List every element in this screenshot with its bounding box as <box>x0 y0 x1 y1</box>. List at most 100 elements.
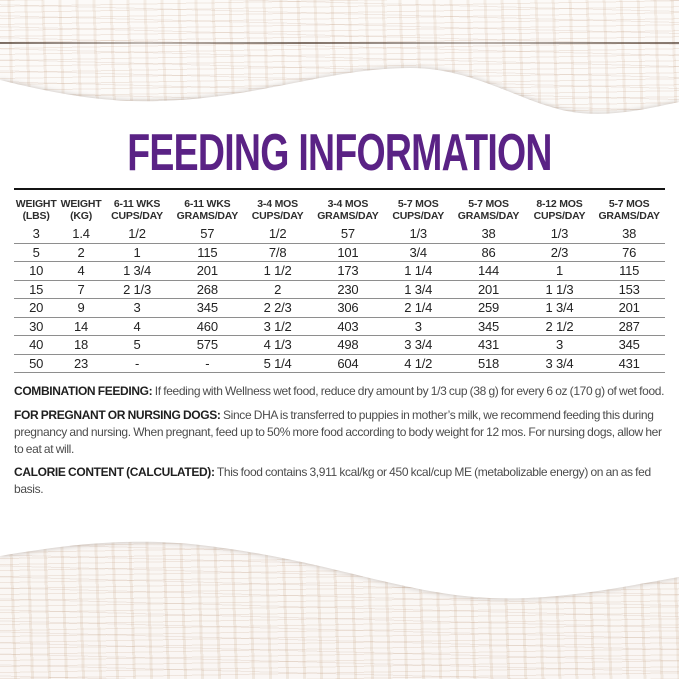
table-cell: 23 <box>74 355 89 371</box>
table-row: 20 9 3 345 2 2/3 306 2 1/4 259 1 3/4 201 <box>14 299 665 318</box>
table-cell: 2 <box>274 281 282 297</box>
table-cell: 201 <box>618 300 640 316</box>
table-cell: 5 <box>32 244 40 260</box>
table-cell: 57 <box>340 226 355 242</box>
note-calorie-content-text: This food contains 3,911 kcal/kg or 450 … <box>14 465 651 497</box>
table-cell: 2 1/2 <box>545 318 574 334</box>
note-combination-feeding-label: COMBINATION FEEDING: <box>14 384 153 399</box>
table-cell: 3 <box>32 226 40 242</box>
table-cell: 115 <box>197 244 218 260</box>
table-cell: 1.4 <box>72 226 90 242</box>
table-cell: 2 1/3 <box>123 281 151 297</box>
table-cell: 4 1/3 <box>263 337 292 353</box>
table-cell: 153 <box>618 281 640 297</box>
table-cell: 144 <box>477 263 500 279</box>
note-pregnant-nursing-label: FOR PREGNANT OR NURSING DOGS: <box>14 407 221 422</box>
table-cell: 4 <box>77 263 85 279</box>
table-cell: 431 <box>618 355 640 371</box>
table-cell: 10 <box>29 263 44 279</box>
note-combination-feeding-text: If feeding with Wellness wet food, reduc… <box>154 384 665 399</box>
column-header: 6-11 WKS GRAMS/DAY <box>176 197 239 223</box>
table-cell: 1/2 <box>128 226 146 242</box>
column-header: WEIGHT (KG) <box>60 197 102 223</box>
table-cell: 345 <box>477 318 500 334</box>
note-combination-feeding: COMBINATION FEEDING: If feeding with Wel… <box>14 383 665 400</box>
table-row: 3 1.4 1/2 57 1/2 57 1/3 38 1/3 38 <box>14 225 665 244</box>
table-cell: 3 <box>414 318 422 334</box>
table-body: 3 1.4 1/2 57 1/2 57 1/3 38 1/3 38 5 2 1 115 7/8 101 3/4 8… <box>14 225 665 373</box>
table-cell: 306 <box>337 300 359 316</box>
table-cell: 115 <box>619 263 640 279</box>
table-cell: 1 <box>133 244 141 260</box>
table-cell: 518 <box>477 355 500 371</box>
table-cell: 1 3/4 <box>545 300 574 316</box>
wood-plank-seam <box>0 42 679 44</box>
table-cell: 7/8 <box>268 244 287 260</box>
note-pregnant-nursing: FOR PREGNANT OR NURSING DOGS: Since DHA … <box>14 407 665 457</box>
table-cell: 50 <box>29 355 44 371</box>
table-row: 5 2 1 115 7/8 101 3/4 86 2/3 76 <box>14 243 665 262</box>
title-divider <box>14 187 665 190</box>
table-cell: 1/3 <box>550 226 569 242</box>
table-cell: 5 1/4 <box>263 355 292 371</box>
table-cell: 9 <box>77 300 85 316</box>
table-cell: 201 <box>196 263 218 279</box>
table-row: 50 23 - - 5 1/4 604 4 1/2 518 3 3/4 431 <box>14 354 665 373</box>
table-cell: 2 1/4 <box>404 300 433 316</box>
table-cell: 2/3 <box>550 244 569 260</box>
page-title: FEEDING INFORMATION <box>127 124 552 182</box>
table-cell: 345 <box>196 300 218 316</box>
table-cell: 1 1/2 <box>263 263 292 279</box>
table-cell: 1/2 <box>268 226 287 242</box>
table-cell: 1 1/4 <box>404 263 433 279</box>
table-cell: 2 <box>77 244 85 260</box>
column-header: 5-7 MOS GRAMS/DAY <box>457 197 520 223</box>
note-pregnant-nursing-text: Since DHA is transferred to puppies in m… <box>14 407 662 456</box>
column-header: 3-4 MOS CUPS/DAY <box>251 197 304 223</box>
table-cell: 86 <box>481 244 496 260</box>
table-cell: - <box>205 355 210 371</box>
column-header: WEIGHT (LBS) <box>15 197 57 223</box>
table-cell: 5 <box>133 337 141 353</box>
table-cell: 230 <box>337 281 359 297</box>
table-cell: - <box>134 355 140 371</box>
table-cell: 403 <box>337 318 359 334</box>
column-header: 5-7 MOS GRAMS/DAY <box>598 197 660 223</box>
table-cell: 575 <box>196 337 218 353</box>
table-row: 15 7 2 1/3 268 2 230 1 3/4 201 1 1/3 153 <box>14 280 665 299</box>
table-cell: 3 3/4 <box>545 355 574 371</box>
table-cell: 604 <box>337 355 359 371</box>
table-cell: 1/3 <box>409 226 427 242</box>
table-cell: 3 <box>133 300 141 316</box>
table-cell: 4 1/2 <box>404 355 433 371</box>
table-cell: 268 <box>196 281 218 297</box>
table-cell: 173 <box>337 263 359 279</box>
table-cell: 345 <box>618 337 640 353</box>
table-cell: 1 3/4 <box>404 281 433 297</box>
table-cell: 40 <box>29 337 44 353</box>
table-cell: 14 <box>74 318 89 334</box>
table-cell: 201 <box>477 281 500 297</box>
table-cell: 1 3/4 <box>123 263 151 279</box>
table-cell: 287 <box>618 318 640 334</box>
table-cell: 57 <box>200 226 215 242</box>
table-cell: 18 <box>74 337 89 353</box>
note-calorie-content-label: CALORIE CONTENT (CALCULATED): <box>14 465 215 480</box>
table-row: 40 18 5 575 4 1/3 498 3 3/4 431 3 345 <box>14 336 665 355</box>
table-row: 30 14 4 460 3 1/2 403 3 345 2 1/2 287 <box>14 317 665 336</box>
table-cell: 4 <box>133 318 141 334</box>
header-row: WEIGHT (LBS) WEIGHT (KG) 6-11 WKS CUPS/DAY 6-1… <box>14 198 665 226</box>
table-cell: 1 <box>555 263 563 279</box>
column-header: 3-4 MOS GRAMS/DAY <box>317 197 379 223</box>
column-header: 6-11 WKS CUPS/DAY <box>111 197 163 223</box>
table-cell: 15 <box>29 281 44 297</box>
table-cell: 38 <box>622 226 637 242</box>
table-cell: 3 <box>555 337 563 353</box>
table-header: WEIGHT (LBS) WEIGHT (KG) 6-11 WKS CUPS/DAY 6-1… <box>14 198 665 226</box>
table-cell: 2 2/3 <box>263 300 292 316</box>
table-row: 10 4 1 3/4 201 1 1/2 173 1 1/4 144 1 115 <box>14 262 665 281</box>
table-cell: 3 1/2 <box>263 318 292 334</box>
white-panel-shape <box>0 68 679 599</box>
table-cell: 3/4 <box>409 244 427 260</box>
